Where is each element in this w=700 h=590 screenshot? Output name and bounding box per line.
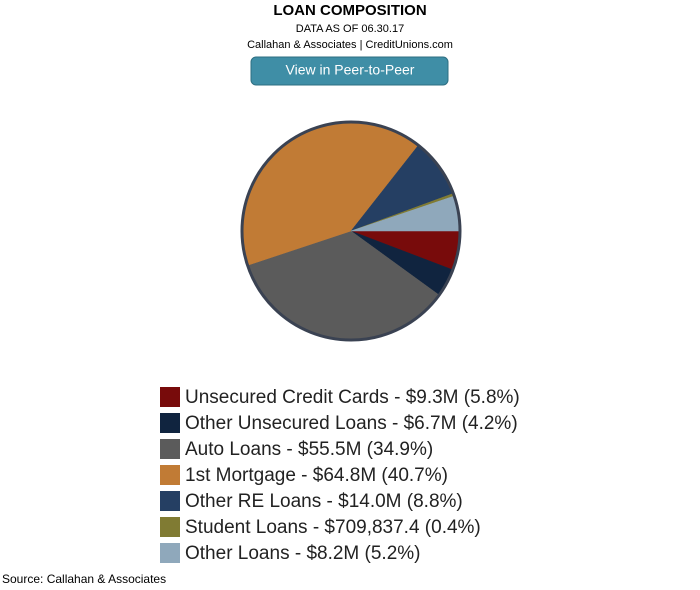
legend-label: 1st Mortgage - $64.8M (40.7%) bbox=[185, 465, 448, 486]
peer-button[interactable]: View in Peer-to-Peer bbox=[250, 56, 449, 86]
legend-label: Other Loans - $8.2M (5.2%) bbox=[185, 543, 421, 564]
legend-swatch bbox=[160, 387, 180, 407]
legend-swatch bbox=[160, 543, 180, 563]
legend-swatch bbox=[160, 491, 180, 511]
legend-label: Auto Loans - $55.5M (34.9%) bbox=[185, 439, 433, 460]
legend-label: Student Loans - $709,837.4 (0.4%) bbox=[185, 517, 481, 538]
legend: Unsecured Credit Cards - $9.3M (5.8%) Oth… bbox=[160, 387, 520, 564]
attribution: Callahan & Associates | CreditUnions.com bbox=[247, 39, 453, 51]
chart-title: LOAN COMPOSITION bbox=[273, 2, 426, 19]
legend-swatch bbox=[160, 465, 180, 485]
legend-label: Unsecured Credit Cards - $9.3M (5.8%) bbox=[185, 387, 520, 408]
legend-swatch bbox=[160, 439, 180, 459]
legend-label: Other Unsecured Loans - $6.7M (4.2%) bbox=[185, 413, 518, 434]
chart-subtitle: DATA AS OF 06.30.17 bbox=[296, 23, 404, 35]
button-label[interactable]: View in Peer-to-Peer bbox=[286, 62, 415, 78]
pie-border bbox=[240, 120, 462, 342]
button-bg[interactable] bbox=[250, 56, 449, 86]
source: Source: Callahan & Associates bbox=[2, 572, 166, 586]
pie bbox=[240, 120, 462, 342]
legend-swatch bbox=[160, 517, 180, 537]
legend-label: Other RE Loans - $14.0M (8.8%) bbox=[185, 491, 463, 512]
legend-swatch bbox=[160, 413, 180, 433]
